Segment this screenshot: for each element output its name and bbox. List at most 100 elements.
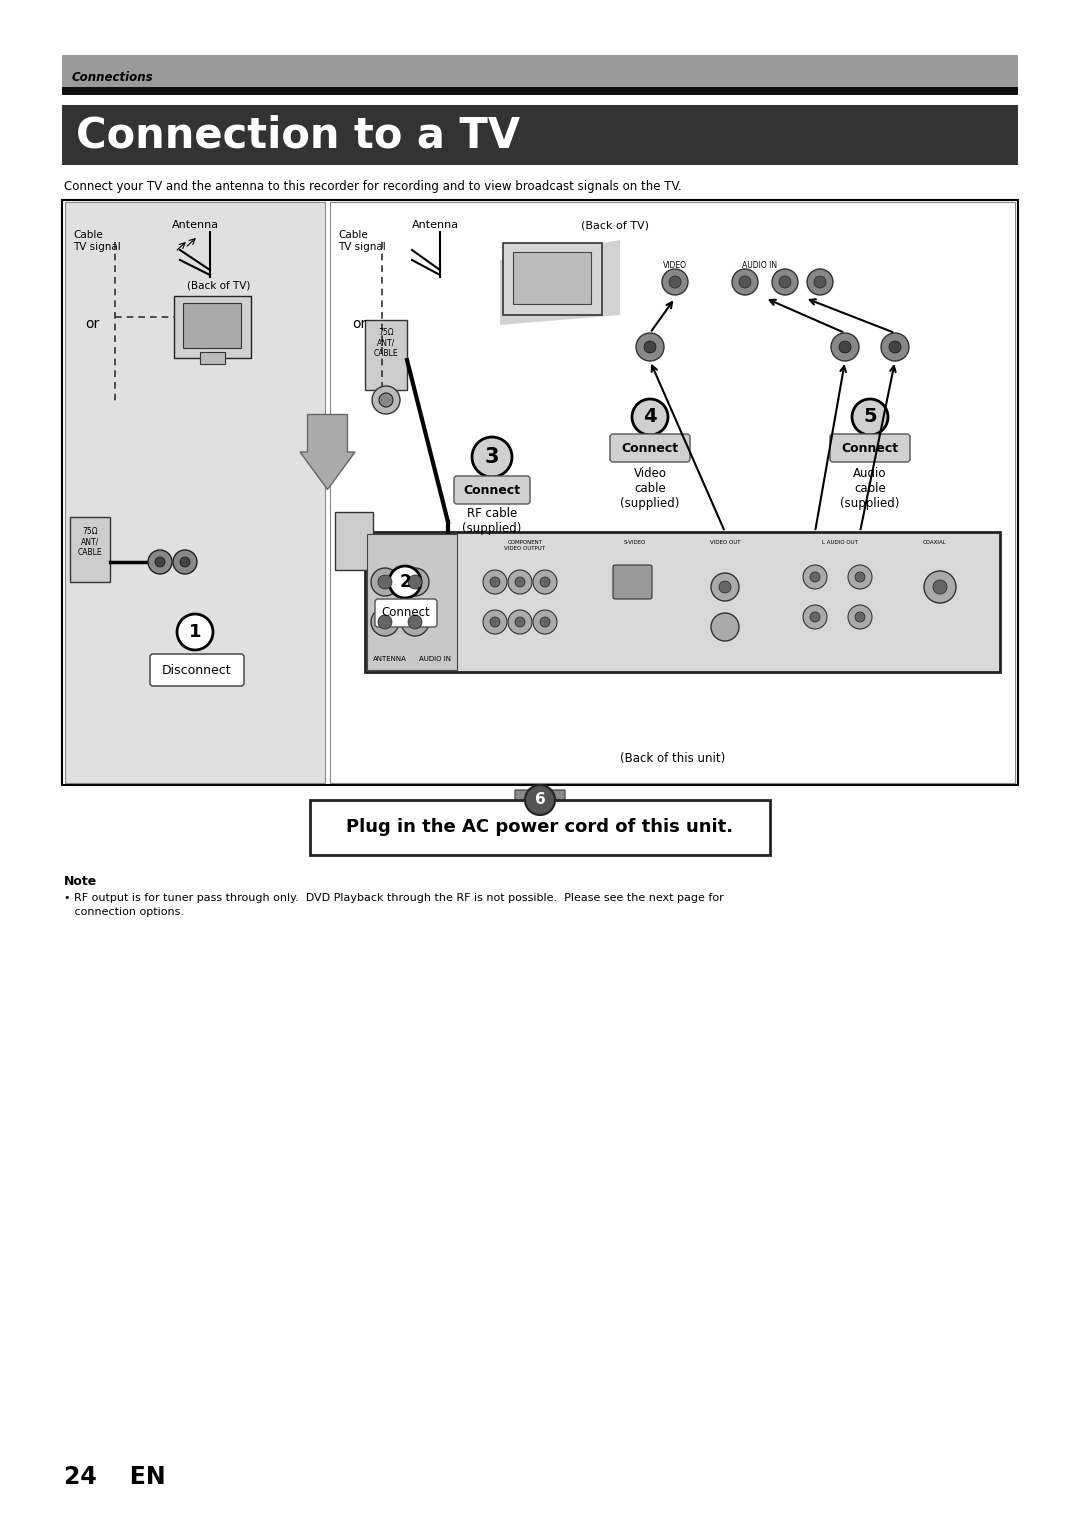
Circle shape (889, 341, 901, 353)
Text: 4: 4 (644, 408, 657, 426)
Circle shape (839, 341, 851, 353)
Text: VIDEO OUT: VIDEO OUT (710, 539, 740, 545)
Circle shape (508, 570, 532, 594)
Circle shape (831, 333, 859, 361)
Circle shape (814, 277, 826, 287)
Circle shape (848, 605, 872, 630)
Text: Connect: Connect (841, 442, 899, 454)
Circle shape (401, 608, 429, 636)
Circle shape (804, 605, 827, 630)
Circle shape (540, 617, 550, 626)
FancyBboxPatch shape (65, 202, 325, 782)
Circle shape (924, 571, 956, 604)
Text: 1: 1 (189, 623, 201, 642)
Circle shape (848, 565, 872, 588)
Circle shape (669, 277, 681, 287)
Circle shape (534, 610, 557, 634)
FancyBboxPatch shape (330, 202, 1015, 782)
Text: Video
cable
(supplied): Video cable (supplied) (620, 468, 679, 510)
FancyBboxPatch shape (503, 243, 602, 315)
FancyBboxPatch shape (62, 105, 1018, 165)
Circle shape (804, 565, 827, 588)
Text: Disconnect: Disconnect (162, 663, 232, 677)
Text: Connect: Connect (463, 483, 521, 497)
Text: Cable
TV signal: Cable TV signal (73, 231, 121, 252)
Circle shape (378, 614, 392, 630)
Circle shape (636, 333, 664, 361)
Text: ANTENNA: ANTENNA (373, 656, 407, 662)
Text: Antenna: Antenna (411, 220, 459, 231)
Text: (Back of TV): (Back of TV) (581, 220, 649, 231)
Text: L AUDIO OUT: L AUDIO OUT (822, 539, 858, 545)
Text: (Back of TV): (Back of TV) (187, 280, 249, 290)
Circle shape (156, 558, 165, 567)
Circle shape (472, 437, 512, 477)
Circle shape (540, 578, 550, 587)
Text: connection options.: connection options. (64, 908, 184, 917)
Text: • RF output is for tuner pass through only.  DVD Playback through the RF is not : • RF output is for tuner pass through on… (64, 892, 724, 903)
Text: Cable
TV signal: Cable TV signal (338, 231, 386, 252)
Polygon shape (500, 240, 620, 325)
Circle shape (662, 269, 688, 295)
Circle shape (855, 571, 865, 582)
Circle shape (401, 568, 429, 596)
Text: 6: 6 (535, 793, 545, 807)
Circle shape (515, 578, 525, 587)
FancyBboxPatch shape (613, 565, 652, 599)
Text: 75Ω
ANT/
CABLE: 75Ω ANT/ CABLE (78, 527, 103, 556)
Circle shape (490, 617, 500, 626)
Circle shape (372, 387, 400, 414)
Text: Plug in the AC power cord of this unit.: Plug in the AC power cord of this unit. (347, 819, 733, 836)
Text: Antenna: Antenna (172, 220, 218, 231)
Circle shape (855, 613, 865, 622)
Text: VIDEO: VIDEO (663, 261, 687, 270)
Circle shape (508, 610, 532, 634)
FancyBboxPatch shape (150, 654, 244, 686)
FancyBboxPatch shape (365, 532, 1000, 672)
FancyBboxPatch shape (62, 55, 1018, 95)
Circle shape (180, 558, 190, 567)
Text: Connect: Connect (621, 442, 678, 454)
FancyBboxPatch shape (454, 477, 530, 504)
Circle shape (810, 613, 820, 622)
Text: or: or (352, 316, 366, 332)
Circle shape (490, 578, 500, 587)
FancyBboxPatch shape (310, 801, 770, 856)
Polygon shape (492, 790, 588, 850)
Text: Connections: Connections (72, 70, 153, 84)
Polygon shape (300, 414, 355, 489)
Circle shape (779, 277, 791, 287)
Circle shape (881, 333, 909, 361)
Circle shape (408, 575, 422, 588)
FancyBboxPatch shape (367, 533, 457, 669)
FancyBboxPatch shape (610, 434, 690, 461)
FancyBboxPatch shape (335, 512, 373, 570)
Text: AUDIO IN: AUDIO IN (742, 261, 778, 270)
Text: RF cable
(supplied): RF cable (supplied) (462, 507, 522, 535)
Circle shape (810, 571, 820, 582)
Circle shape (711, 613, 739, 642)
FancyBboxPatch shape (200, 351, 225, 364)
Text: S-VIDEO: S-VIDEO (624, 539, 646, 545)
Circle shape (632, 399, 669, 435)
Circle shape (378, 575, 392, 588)
Text: Connection to a TV: Connection to a TV (76, 115, 521, 156)
Circle shape (389, 565, 421, 597)
Circle shape (732, 269, 758, 295)
Text: COAXIAL: COAXIAL (923, 539, 947, 545)
Circle shape (515, 617, 525, 626)
Circle shape (372, 568, 399, 596)
Circle shape (719, 581, 731, 593)
FancyBboxPatch shape (62, 87, 1018, 95)
Text: Connect your TV and the antenna to this recorder for recording and to view broad: Connect your TV and the antenna to this … (64, 180, 681, 193)
Text: 2: 2 (400, 573, 410, 591)
Circle shape (483, 610, 507, 634)
Circle shape (534, 570, 557, 594)
Text: Audio
cable
(supplied): Audio cable (supplied) (840, 468, 900, 510)
Circle shape (379, 393, 393, 406)
Text: 3: 3 (485, 448, 499, 468)
Text: (Back of this unit): (Back of this unit) (620, 752, 725, 766)
Circle shape (739, 277, 751, 287)
FancyBboxPatch shape (174, 296, 251, 358)
Text: AUDIO IN: AUDIO IN (419, 656, 451, 662)
